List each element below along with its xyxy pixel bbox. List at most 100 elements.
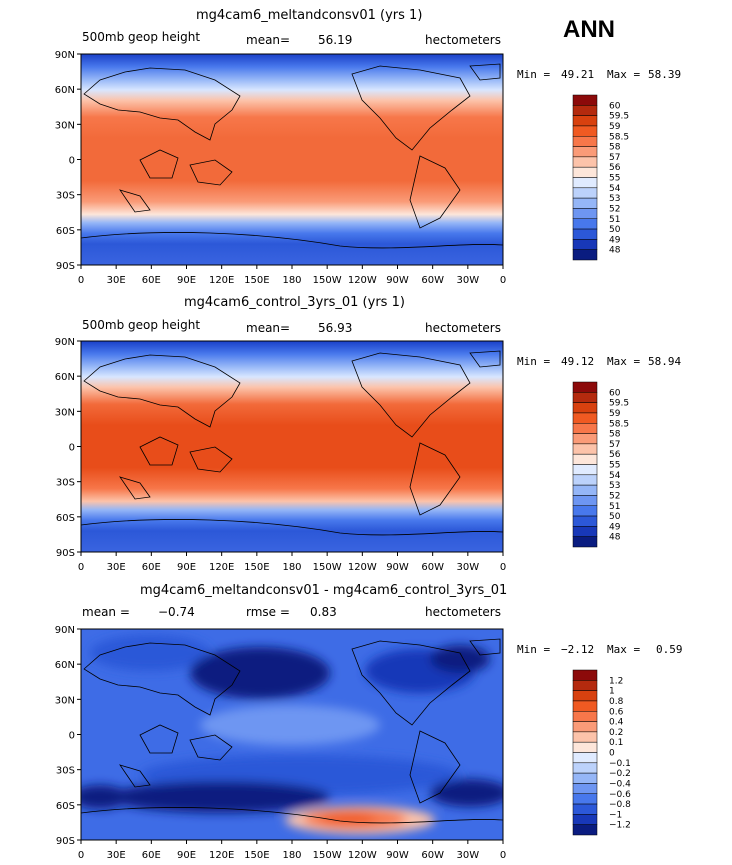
lon-tick-label: 60W xyxy=(421,275,444,286)
lon-tick-label: 90W xyxy=(386,850,409,861)
colorbar-label: 50 xyxy=(609,225,621,235)
lon-tick-label: 0 xyxy=(500,275,506,286)
panel1-field xyxy=(81,54,503,265)
lon-tick-label: 60E xyxy=(142,275,161,286)
panel1-lon-ticks: 0 30E 60E 90E 120E 150E 180 150W 120W 90W 60W 30W 0 xyxy=(78,265,506,286)
colorbar-label: 0.4 xyxy=(609,718,624,728)
lon-tick-label: 90E xyxy=(177,850,196,861)
colorbar-swatch xyxy=(572,814,598,825)
panel3-lat-ticks: 90N 60N 30N 0 30S 60S 90S xyxy=(55,625,81,847)
colorbar-label: 56 xyxy=(609,163,621,173)
colorbar-label: −0.4 xyxy=(609,779,631,789)
panel1-mean-value: 56.19 xyxy=(318,33,353,47)
panel3-min-label: Min = xyxy=(517,643,551,656)
panel1-max-value: 58.39 xyxy=(648,68,682,81)
panel1-variable-label: 500mb geop height xyxy=(82,30,201,44)
colorbar-swatch xyxy=(572,115,598,127)
lon-tick-label: 0 xyxy=(78,562,84,573)
lat-tick-label: 30S xyxy=(56,478,75,489)
lon-tick-label: 120E xyxy=(209,850,234,861)
colorbar-swatch xyxy=(572,443,598,455)
season-label: ANN xyxy=(563,16,615,43)
lat-tick-label: 60S xyxy=(56,226,75,237)
lat-tick-label: 30N xyxy=(55,120,75,131)
lon-tick-label: 0 xyxy=(500,850,506,861)
panel2-max-value: 58.94 xyxy=(648,355,682,368)
panel1-title: mg4cam6_meltandconsv01 (yrs 1) xyxy=(196,8,423,23)
panel3-max-value: 0.59 xyxy=(656,643,683,656)
panel1-coastlines xyxy=(80,63,504,249)
colorbar-label: 0 xyxy=(609,749,615,759)
lon-tick-label: 30W xyxy=(457,275,480,286)
lon-tick-label: 150E xyxy=(244,850,269,861)
colorbar-swatch xyxy=(572,105,598,116)
lat-tick-label: 60S xyxy=(56,513,75,524)
lat-tick-label: 60N xyxy=(55,660,75,671)
lat-tick-label: 0 xyxy=(69,156,75,167)
lat-tick-label: 30N xyxy=(55,695,75,706)
lon-tick-label: 120E xyxy=(209,562,234,573)
lon-tick-label: 30W xyxy=(457,850,480,861)
panel3-mean-value: −0.74 xyxy=(158,605,195,619)
colorbar-label: 52 xyxy=(609,204,620,214)
colorbar-swatch xyxy=(572,249,598,261)
colorbar-swatch xyxy=(572,783,598,794)
colorbar-label: 48 xyxy=(609,533,621,543)
panel1-min-label: Min = xyxy=(517,68,551,81)
panel3-coastlines xyxy=(80,638,504,824)
colorbar-label: 58 xyxy=(609,430,621,440)
colorbar-label: 54 xyxy=(609,184,621,194)
colorbar-label: −0.2 xyxy=(609,769,631,779)
lon-tick-label: 180 xyxy=(282,275,301,286)
colorbar-swatch xyxy=(572,762,598,774)
panel2-max-label: Max = xyxy=(607,355,641,368)
lon-tick-label: 30E xyxy=(107,275,126,286)
colorbar-label: 0.1 xyxy=(609,738,623,748)
colorbar-swatch xyxy=(572,228,598,240)
panel1-lat-ticks: 90N 60N 30N 0 30S 60S 90S xyxy=(55,50,81,272)
colorbar-swatch xyxy=(572,412,598,424)
panel2-map: 90N 60N 30N 0 30S 60S 90S 0 30E 60E 90E 120E 150E 18… xyxy=(55,337,629,573)
lon-tick-label: 120W xyxy=(348,562,377,573)
lon-tick-label: 60E xyxy=(142,562,161,573)
lat-tick-label: 60N xyxy=(55,372,75,383)
lon-tick-label: 150E xyxy=(244,275,269,286)
lon-tick-label: 0 xyxy=(78,275,84,286)
lon-tick-label: 60E xyxy=(142,850,161,861)
colorbar-swatch xyxy=(572,125,598,137)
lon-tick-label: 150W xyxy=(313,275,342,286)
panel1-min-value: 49.21 xyxy=(561,68,595,81)
panel2-coastlines xyxy=(80,350,504,536)
lat-tick-label: 90S xyxy=(56,261,75,272)
colorbar-swatch xyxy=(572,136,598,147)
colorbar-swatch xyxy=(572,536,598,548)
panel1-map: 90N 60N 30N 0 30S 60S 90S 0 30E 60E 90E 120E 150E 18… xyxy=(55,50,629,286)
colorbar-swatch xyxy=(572,187,598,199)
colorbar-label: 50 xyxy=(609,512,621,522)
lat-tick-label: 90N xyxy=(55,50,75,61)
colorbar-swatch xyxy=(572,680,598,691)
colorbar-label: 1.2 xyxy=(609,676,623,686)
lon-tick-label: 120W xyxy=(348,275,377,286)
lon-tick-label: 90W xyxy=(386,275,409,286)
colorbar-label: 51 xyxy=(609,215,620,225)
lon-tick-label: 90E xyxy=(177,562,196,573)
colorbar-swatch xyxy=(572,484,598,496)
lon-tick-label: 90E xyxy=(177,275,196,286)
colorbar-swatch xyxy=(572,474,598,486)
panel3-rmse-label: rmse = xyxy=(246,605,290,619)
lon-tick-label: 150W xyxy=(313,562,342,573)
lon-tick-label: 60W xyxy=(421,562,444,573)
colorbar-swatch xyxy=(572,392,598,403)
lat-tick-label: 30S xyxy=(56,191,75,202)
colorbar-label: 58.5 xyxy=(609,419,629,429)
colorbar-swatch xyxy=(572,495,598,506)
colorbar-label: −1.2 xyxy=(609,821,631,831)
lon-tick-label: 30E xyxy=(107,850,126,861)
colorbar-label: 57 xyxy=(609,440,620,450)
colorbar-label: −1 xyxy=(609,810,622,820)
colorbar-swatch xyxy=(572,741,598,753)
colorbar-swatch xyxy=(572,700,598,712)
lat-tick-label: 90S xyxy=(56,836,75,847)
